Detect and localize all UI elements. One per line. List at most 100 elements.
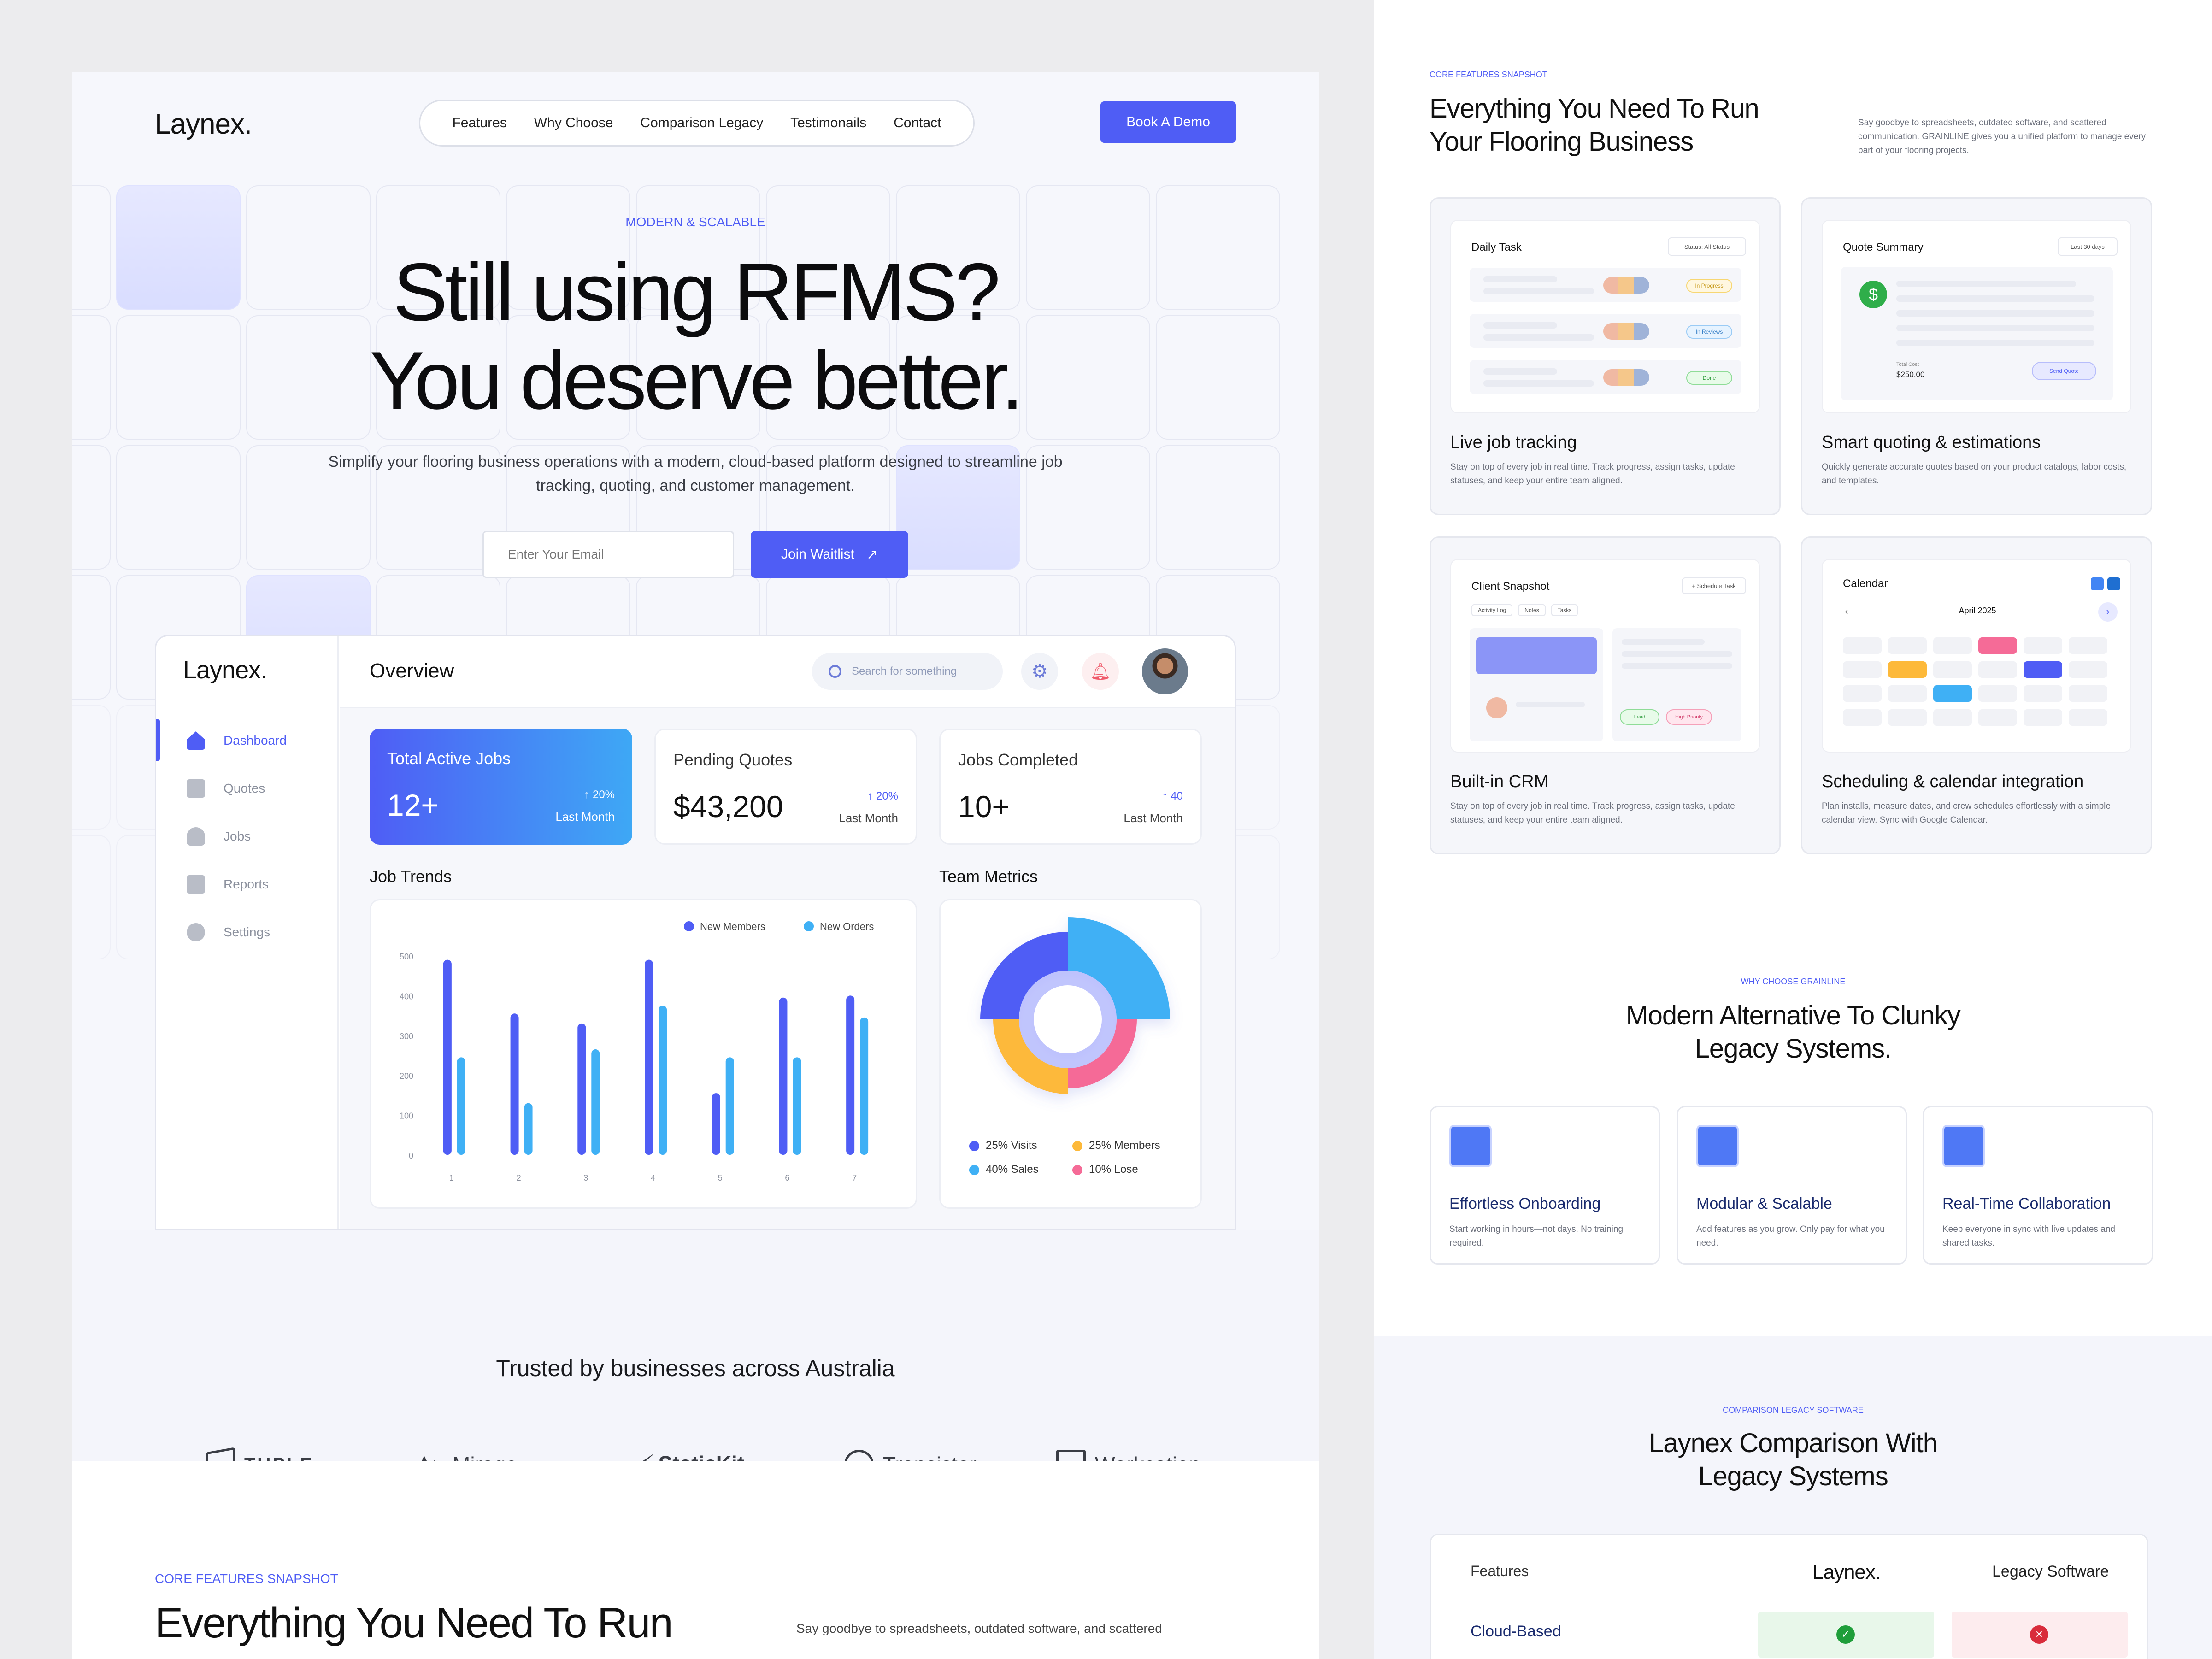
dashboard-brand: Laynex. — [183, 656, 267, 684]
join-waitlist-button[interactable]: Join Waitlist ↗ — [751, 531, 908, 578]
metric-legend-members: 25% Members — [1072, 1139, 1160, 1152]
active-indicator — [156, 719, 160, 761]
legend-dot — [969, 1165, 979, 1175]
book-demo-button[interactable]: Book A Demo — [1100, 101, 1236, 143]
calendar-cell[interactable] — [1978, 661, 2017, 678]
chevron-right-icon[interactable]: › — [2098, 602, 2118, 622]
brand-logo[interactable]: Laynex. — [155, 108, 252, 140]
calendar-cell[interactable] — [1933, 661, 1972, 678]
why-card-title: Effortless Onboarding — [1449, 1195, 1601, 1212]
x-tick-label: 5 — [718, 1173, 723, 1182]
document-icon — [187, 875, 205, 894]
status-filter[interactable]: Status: All Status — [1668, 237, 1746, 256]
calendar-cell[interactable] — [1888, 637, 1927, 654]
bar-new-members — [645, 959, 653, 1155]
grid-cell — [246, 445, 371, 570]
bar-new-orders — [524, 1103, 533, 1155]
sidebar-item-quotes[interactable]: Quotes — [187, 775, 265, 802]
calendar-cell[interactable] — [1843, 709, 1882, 726]
calendar-cell[interactable] — [2069, 661, 2107, 678]
calendar-cell[interactable] — [2024, 685, 2062, 702]
feature-title: Live job tracking — [1450, 433, 1577, 452]
sidebar-item-reports[interactable]: Reports — [187, 871, 269, 898]
kpi-delta: ↑ 20% — [867, 790, 898, 802]
date-filter[interactable]: Last 30 days — [2058, 237, 2118, 256]
feature-desc: Stay on top of every job in real time. T… — [1450, 801, 1735, 825]
hero-section: Laynex. Features Why Choose Comparison L… — [72, 72, 1319, 1230]
feature-card-smart-quoting: Quote Summary Last 30 days $ Total Cost … — [1801, 197, 2152, 515]
sidebar-item-settings[interactable]: Settings — [187, 918, 270, 946]
calendar-cell[interactable] — [1888, 685, 1927, 702]
why-title-line1: Modern Alternative To Clunky — [1626, 1000, 1960, 1030]
chevron-left-icon[interactable]: ‹ — [1845, 605, 1848, 618]
calendar-cell[interactable] — [1843, 685, 1882, 702]
tab-tasks[interactable]: Tasks — [1551, 604, 1578, 616]
feature-card-live-job-tracking: Daily Task Status: All Status In Progres… — [1430, 197, 1781, 515]
status-tag: In Reviews — [1686, 325, 1732, 339]
sidebar-label: Dashboard — [224, 733, 287, 747]
grid-cell — [896, 315, 1020, 440]
calendar-cell[interactable] — [2069, 637, 2107, 654]
calendar-cell[interactable] — [2024, 661, 2062, 678]
onboarding-icon — [1449, 1125, 1492, 1167]
grid-cell — [376, 185, 500, 310]
calendar-cell[interactable] — [1978, 637, 2017, 654]
schedule-task-button[interactable]: + Schedule Task — [1682, 577, 1746, 594]
client-snapshot-mock: Client Snapshot + Schedule Task Activity… — [1450, 559, 1760, 753]
calendar-cell[interactable] — [1933, 685, 1972, 702]
calendar-cell[interactable] — [2069, 685, 2107, 702]
hero-subtitle-line2: tracking, quoting, and customer manageme… — [536, 477, 855, 494]
calendar-cell[interactable] — [1978, 685, 2017, 702]
feature-card-built-in-crm: Client Snapshot + Schedule Task Activity… — [1430, 536, 1781, 854]
sidebar-label: Jobs — [224, 829, 251, 843]
email-input[interactable] — [482, 531, 734, 578]
gear-icon[interactable]: ⚙ — [1021, 653, 1058, 690]
bell-icon[interactable]: 🔔︎ — [1082, 653, 1119, 690]
send-quote-button[interactable]: Send Quote — [2032, 362, 2096, 380]
task-row: Done — [1470, 360, 1741, 394]
tab-activity-log[interactable]: Activity Log — [1471, 604, 1513, 616]
search-box[interactable]: Search for something — [812, 653, 1003, 690]
grid-cell — [896, 185, 1020, 310]
calendar-cell[interactable] — [1888, 709, 1927, 726]
nav-testimonials[interactable]: Testimonails — [790, 115, 867, 130]
calendar-cell[interactable] — [2024, 637, 2062, 654]
tab-notes[interactable]: Notes — [1518, 604, 1546, 616]
why-eyebrow: WHY CHOOSE GRAINLINE — [1741, 977, 1846, 986]
calendar-cell[interactable] — [2069, 709, 2107, 726]
calendar-cell[interactable] — [1933, 637, 1972, 654]
core-desc: Say goodbye to spreadsheets, outdated so… — [1858, 118, 2146, 155]
calendar-cell[interactable] — [1978, 709, 2017, 726]
comparison-title: Laynex Comparison With Legacy Systems — [1374, 1427, 2212, 1493]
nav-why-choose[interactable]: Why Choose — [534, 115, 613, 130]
sidebar-item-jobs[interactable]: Jobs — [187, 823, 251, 850]
nav-comparison-legacy[interactable]: Comparison Legacy — [640, 115, 764, 130]
search-placeholder: Search for something — [852, 665, 957, 677]
comparison-title-line2: Legacy Systems — [1698, 1461, 1888, 1491]
calendar-cell[interactable] — [1933, 709, 1972, 726]
grid-cell — [1156, 315, 1280, 440]
legend-dot — [1072, 1165, 1082, 1175]
hero-title: Still using RFMS? You deserve better. — [72, 248, 1319, 425]
nav-features[interactable]: Features — [452, 115, 507, 130]
calendar-cell[interactable] — [1843, 637, 1882, 654]
legend-dot — [1072, 1141, 1082, 1151]
grid-cell — [1026, 185, 1150, 310]
kpi-title: Pending Quotes — [673, 750, 793, 769]
status-tag: Done — [1686, 371, 1732, 385]
why-card-title: Modular & Scalable — [1696, 1195, 1832, 1212]
core-eyebrow: CORE FEATURES SNAPSHOT — [1430, 70, 1547, 79]
avatar[interactable] — [1142, 648, 1188, 694]
why-card-desc: Keep everyone in sync with live updates … — [1942, 1224, 2115, 1248]
calendar-cell[interactable] — [1843, 661, 1882, 678]
sidebar-item-dashboard[interactable]: Dashboard — [187, 727, 287, 754]
metric-slice-members — [993, 1019, 1068, 1094]
calendar-cell[interactable] — [1888, 661, 1927, 678]
calendar-cell[interactable] — [2024, 709, 2062, 726]
tag-lead: Lead — [1620, 709, 1659, 725]
feature-card-scheduling: Calendar ‹ April 2025 › Scheduling & cal… — [1801, 536, 2152, 854]
nav-contact[interactable]: Contact — [894, 115, 941, 130]
feature-title: Built-in CRM — [1450, 772, 1549, 791]
team-metrics-card: 25% Visits 25% Members 40% Sales 10% Los… — [939, 899, 1202, 1209]
mock-title: Daily Task — [1471, 241, 1522, 253]
